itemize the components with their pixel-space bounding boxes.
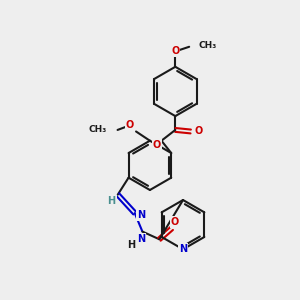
Text: CH₃: CH₃: [88, 125, 107, 134]
Text: N: N: [137, 234, 145, 244]
Text: O: O: [171, 46, 179, 56]
Text: H: H: [128, 240, 136, 250]
Text: N: N: [137, 210, 145, 220]
Text: O: O: [171, 217, 179, 227]
Text: CH₃: CH₃: [198, 41, 217, 50]
Text: H: H: [108, 196, 116, 206]
Text: O: O: [153, 140, 161, 150]
Text: O: O: [126, 120, 134, 130]
Text: O: O: [194, 127, 202, 136]
Text: N: N: [179, 244, 187, 254]
